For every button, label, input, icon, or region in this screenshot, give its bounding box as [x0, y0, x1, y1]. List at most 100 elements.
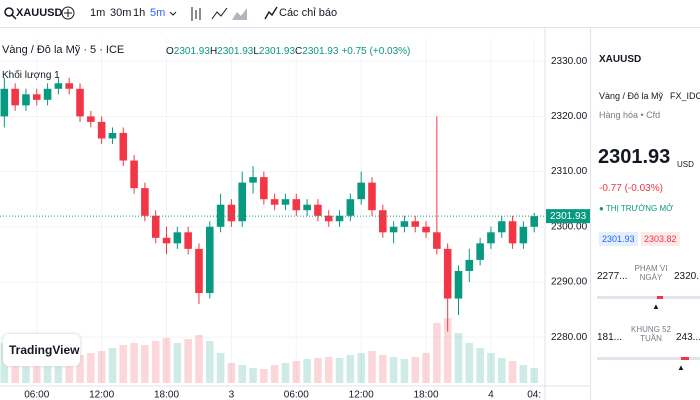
- volume-bar: [76, 355, 84, 383]
- day-low: 2277...: [597, 271, 628, 282]
- interval[interactable]: 1h: [133, 7, 146, 19]
- symbol[interactable]: XAUUSD: [16, 7, 63, 19]
- volume-bar: [476, 348, 484, 383]
- candle-body: [270, 199, 279, 205]
- candle-body: [346, 199, 355, 216]
- w52-marker: ▲: [677, 363, 685, 372]
- chart-icons[interactable]: [168, 5, 258, 23]
- indicators[interactable]: Các chỉ báo: [279, 7, 338, 19]
- logo[interactable]: TradingView: [3, 334, 80, 366]
- volume-bar: [238, 365, 247, 383]
- x-tick-label: 06:00: [24, 390, 49, 400]
- candle-body: [76, 88, 84, 117]
- candle-body: [400, 221, 409, 227]
- side-status: ● THỊ TRƯỜNG MỞ: [599, 204, 673, 213]
- volume-bar: [411, 357, 420, 383]
- price-tag: [546, 209, 590, 224]
- volume-bar: [130, 343, 138, 383]
- volume-bar: [324, 357, 333, 383]
- volume-bar: [195, 335, 203, 383]
- ohlc-key: C: [295, 46, 303, 57]
- volume-bar: [108, 348, 117, 383]
- day-label: PHẠM VI NGÀY: [634, 264, 668, 282]
- volume-bar: [173, 343, 182, 383]
- volume-bar: [389, 357, 398, 383]
- x-tick-label: 06:00: [284, 390, 309, 400]
- toolbar: XAUUSD 1m 30m 1h 5m Các chỉ báo: [0, 0, 700, 28]
- candle-body: [335, 215, 344, 222]
- candle-body: [497, 221, 506, 233]
- volume-bar: [87, 353, 95, 383]
- candle-body: [476, 243, 484, 260]
- candle-body: [260, 177, 268, 200]
- volume-bar: [119, 345, 128, 383]
- candle-body: [216, 204, 225, 227]
- candle-body: [314, 204, 322, 216]
- side-category: Hàng hóa • Cfd: [599, 110, 661, 120]
- volume-bar: [216, 353, 225, 383]
- volume-bar: [22, 353, 30, 383]
- candle-body: [487, 232, 495, 244]
- candle-body: [379, 210, 387, 233]
- volume-bar: [379, 355, 387, 383]
- w52-high: 243...: [676, 332, 700, 343]
- candle-body: [173, 232, 182, 244]
- y-tick-label: 2320.00: [551, 111, 588, 122]
- side-symbol: XAUUSD: [599, 54, 642, 65]
- interval[interactable]: 1m: [90, 7, 106, 19]
- add-symbol[interactable]: [61, 6, 75, 20]
- volume-bar: [346, 355, 355, 383]
- interval[interactable]: 30m: [110, 7, 132, 19]
- y-tick-label: 2310.00: [551, 166, 588, 177]
- volume-bar: [97, 351, 106, 383]
- indicator-icon[interactable]: [264, 6, 278, 20]
- y-tick-label: 2280.00: [551, 332, 588, 343]
- ohlc-key: L: [253, 46, 259, 57]
- candle-body: [454, 270, 463, 299]
- volume-bar: [400, 359, 409, 383]
- volume-bar: [205, 341, 214, 383]
- candle-body: [368, 182, 376, 211]
- candle-body: [119, 132, 128, 161]
- candle-body: [141, 188, 149, 216]
- search-icon[interactable]: [3, 6, 17, 20]
- candle-body: [249, 177, 257, 183]
- volume-bar: [443, 318, 452, 383]
- volume-bar: [184, 339, 192, 383]
- status-text: THỊ TRƯỜNG MỞ: [605, 204, 673, 213]
- volume-label: Khối lượng: [2, 70, 52, 81]
- volume-bar: [530, 368, 538, 383]
- candle-body: [11, 88, 19, 106]
- volume-bar: [487, 353, 495, 383]
- candle-body: [519, 226, 528, 244]
- candle-body: [433, 232, 441, 249]
- candle-body: [87, 116, 95, 122]
- volume-legend: Khối lượng 1: [2, 70, 60, 81]
- volume-bar: [519, 365, 528, 383]
- candle-body: [292, 199, 301, 211]
- candle-body: [108, 132, 117, 139]
- ohlc-value: 2301.93: [173, 46, 210, 57]
- legend: Vàng / Đô la Mỹ · 5 · ICE: [2, 44, 124, 56]
- volume-bar: [497, 358, 506, 383]
- ohlc: O2301.93H2301.93L2301.93C2301.93 +0.75 (+…: [166, 46, 410, 57]
- candle-body: [162, 237, 171, 244]
- x-tick-label: 18:00: [154, 390, 179, 400]
- x-tick-label: 04:: [527, 390, 541, 400]
- candle-body: [303, 204, 311, 211]
- side-price: 2301.93: [598, 146, 671, 168]
- volume-bar: [54, 361, 63, 383]
- side-exchange: FX_IDC: [670, 91, 700, 101]
- volume-bar: [368, 351, 376, 383]
- volume-bar: [281, 363, 290, 383]
- interval-active[interactable]: 5m: [150, 7, 166, 19]
- y-tick-label: 2290.00: [551, 277, 588, 288]
- candle-body: [195, 248, 203, 294]
- candle-body: [227, 204, 236, 222]
- candle-body: [0, 88, 9, 117]
- candle-body: [65, 83, 73, 89]
- ohlc-value: 2301.93: [258, 46, 296, 57]
- volume-bar: [357, 353, 365, 383]
- candle-body: [411, 221, 420, 227]
